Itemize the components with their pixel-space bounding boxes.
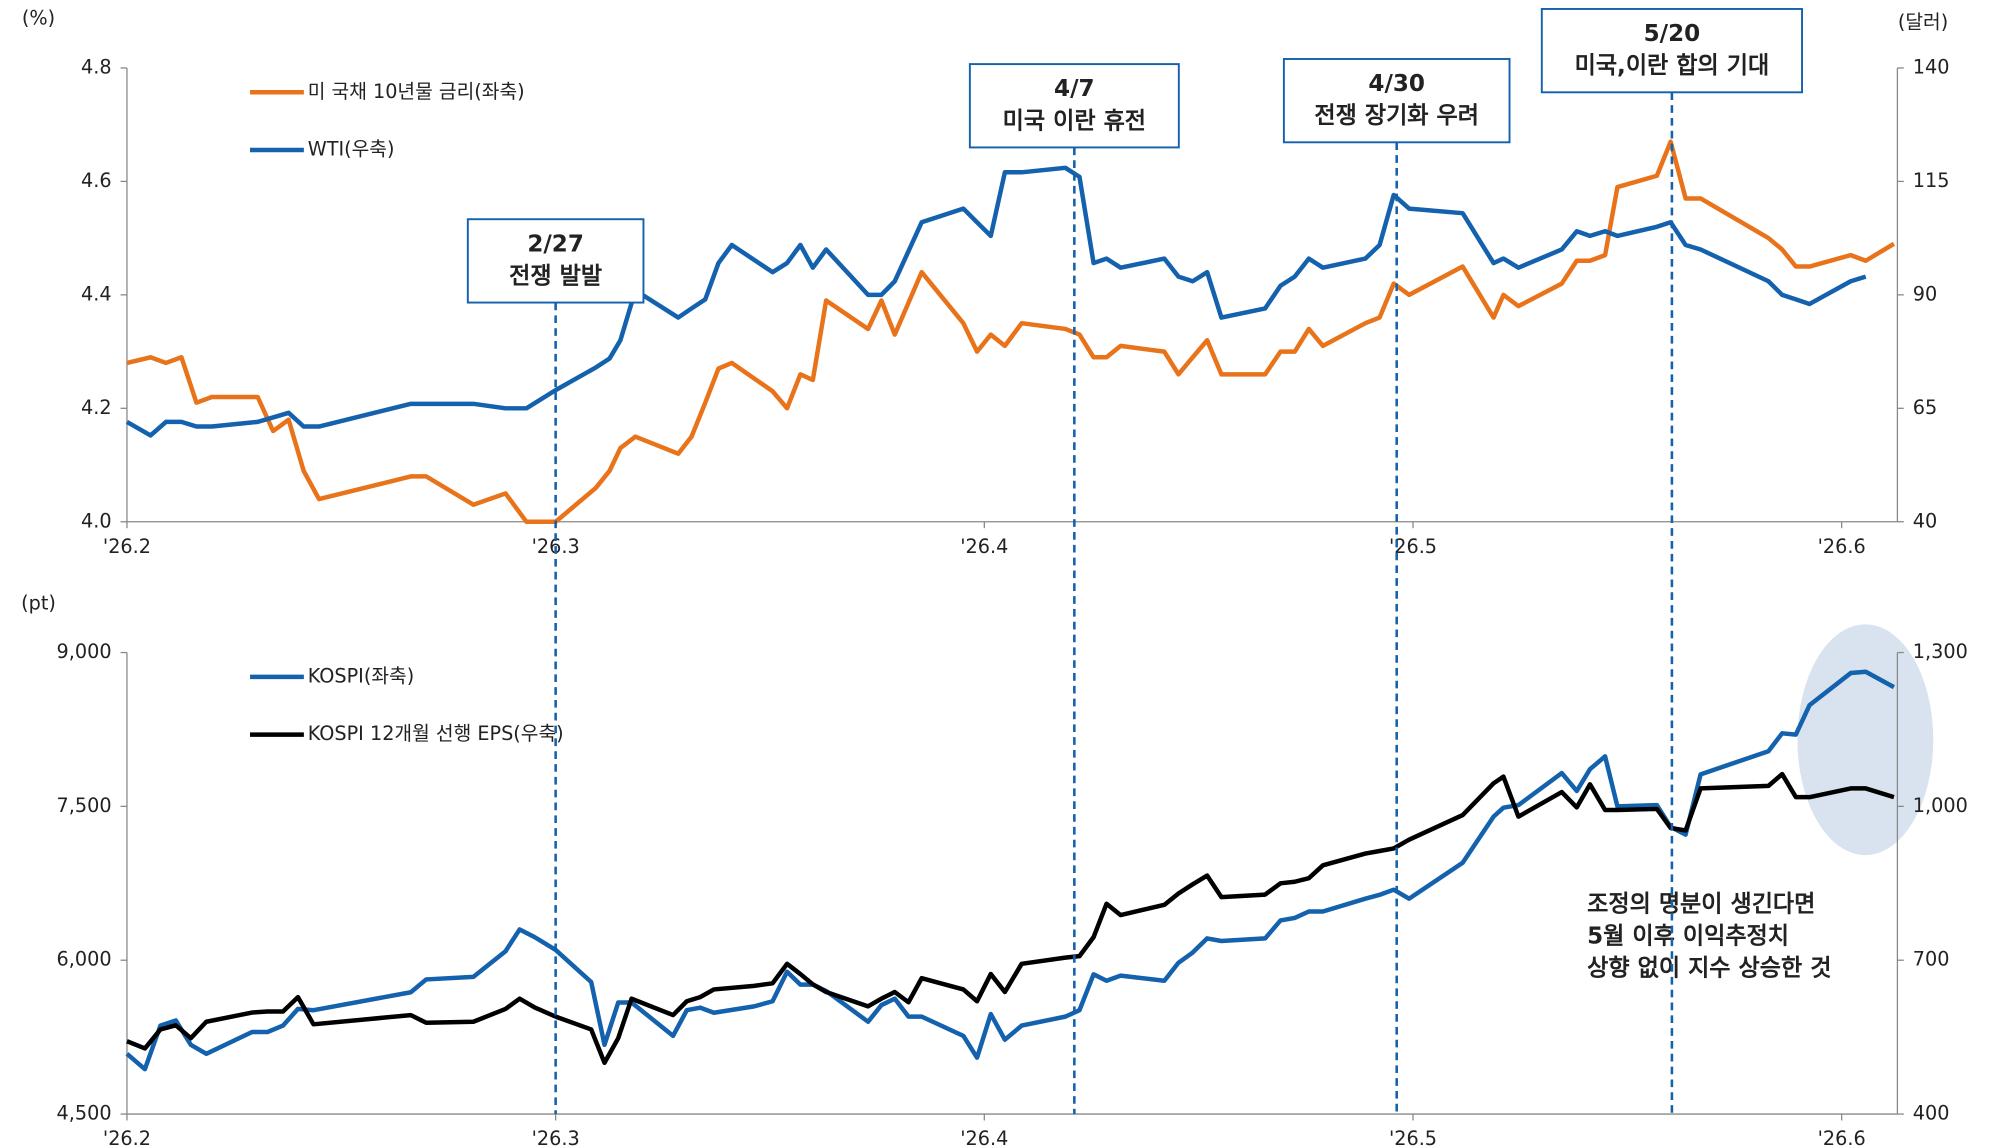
y2-tick-label: 1,300 xyxy=(1913,640,1968,663)
event-label: 전쟁 장기화 우려 xyxy=(1314,103,1479,129)
y-tick-label: 4.8 xyxy=(81,55,112,78)
x-tick-label: '26.2 xyxy=(103,1127,151,1147)
event-box xyxy=(1282,58,1511,144)
x-tick-label: '26.6 xyxy=(1818,1127,1866,1147)
event-label: 전쟁 발발 xyxy=(509,263,602,289)
y-tick-label: 7,500 xyxy=(57,794,112,817)
x-tick-label: '26.5 xyxy=(1389,1127,1437,1147)
y2-unit-label: (달러) xyxy=(1898,11,1948,34)
y-unit-label: (%) xyxy=(22,7,55,30)
y-tick-label: 4.0 xyxy=(81,509,112,532)
x-tick-label: '26.2 xyxy=(103,535,151,558)
annotation: 5월 이후 이익추정치 xyxy=(1587,924,1789,950)
event-label: 4/30 xyxy=(1368,71,1425,97)
y2-tick-label: 115 xyxy=(1913,169,1950,192)
series-line xyxy=(126,771,1895,1066)
legend-label: WTI(우축) xyxy=(308,137,395,160)
highlight xyxy=(1797,624,1934,856)
annotation: 상향 없이 지수 상승한 것 xyxy=(1587,956,1831,982)
series-line xyxy=(125,669,1896,1072)
x-tick-label: '26.5 xyxy=(1389,535,1437,558)
y-tick-label: 4.4 xyxy=(81,282,112,305)
series-line xyxy=(126,139,1896,525)
event-label: 5/20 xyxy=(1644,21,1701,47)
y2-tick-label: 400 xyxy=(1913,1102,1950,1125)
event-label: 2/27 xyxy=(527,231,584,257)
y2-tick-label: 1,000 xyxy=(1913,794,1968,817)
event-label: 4/7 xyxy=(1054,76,1095,102)
y2-tick-label: 90 xyxy=(1913,282,1937,305)
y2-tick-label: 700 xyxy=(1913,948,1950,971)
x-tick-label: '26.3 xyxy=(532,1127,580,1147)
x-tick-label: '26.4 xyxy=(960,1127,1008,1147)
x-tick-label: '26.4 xyxy=(960,535,1008,558)
y2-tick-label: 40 xyxy=(1913,509,1937,532)
y-unit-label: (pt) xyxy=(21,591,56,614)
legend-label: KOSPI(좌축) xyxy=(308,664,414,687)
x-tick-label: '26.6 xyxy=(1818,535,1866,558)
y-tick-label: 6,000 xyxy=(57,948,112,971)
event-box xyxy=(1540,8,1803,94)
y-tick-label: 9,000 xyxy=(57,640,112,663)
event-label: 미국,이란 합의 기대 xyxy=(1575,53,1770,79)
y2-tick-label: 140 xyxy=(1913,55,1950,78)
legend-label: KOSPI 12개월 선행 EPS(우축) xyxy=(308,722,564,745)
annotation: 조정의 명분이 생긴다면 xyxy=(1587,892,1815,918)
y-tick-label: 4.6 xyxy=(81,169,112,192)
y-tick-label: 4,500 xyxy=(57,1102,112,1125)
event-label: 미국 이란 휴전 xyxy=(1003,108,1146,134)
event-box xyxy=(466,218,645,304)
legend-label: 미 국채 10년물 금리(좌축) xyxy=(308,80,525,103)
event-box xyxy=(968,63,1180,149)
y-tick-label: 4.2 xyxy=(81,396,112,419)
series-line xyxy=(125,165,1867,438)
y2-tick-label: 65 xyxy=(1913,396,1937,419)
